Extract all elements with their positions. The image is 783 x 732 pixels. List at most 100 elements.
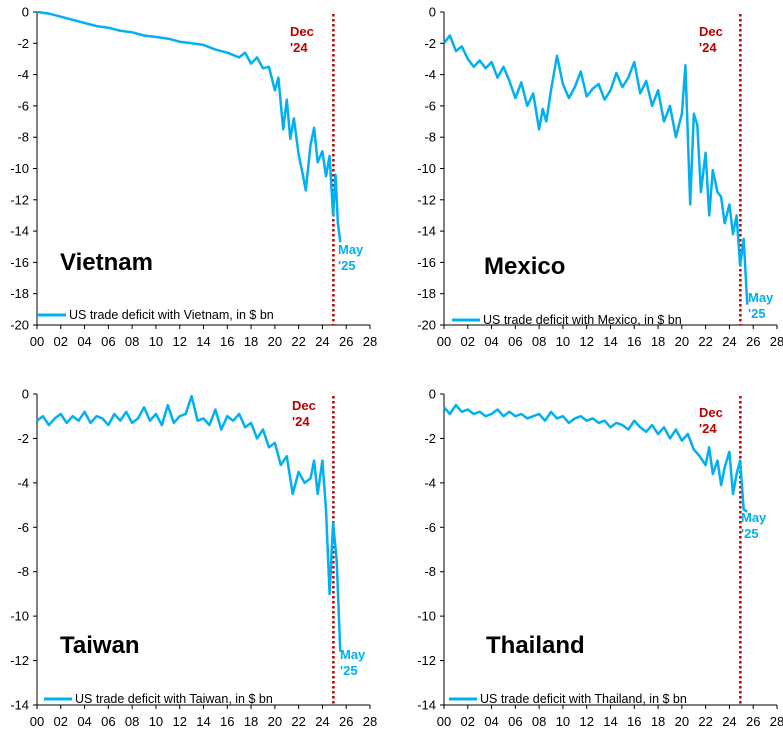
x-tick-label: 10	[556, 334, 570, 349]
dec-24-label-line: Dec	[699, 405, 723, 420]
x-tick-label: 26	[746, 714, 760, 729]
may-25-label: May '25	[748, 290, 774, 321]
may-25-label-line: May	[338, 242, 364, 257]
x-tick-label: 24	[315, 714, 329, 729]
x-tick-label: 02	[54, 334, 68, 349]
x-tick-label: 06	[101, 714, 115, 729]
y-tick-label: -6	[17, 520, 29, 535]
x-tick-label: 02	[54, 714, 68, 729]
x-tick-label: 08	[125, 714, 139, 729]
may-25-label-line: '25	[741, 526, 759, 541]
may-25-label-line: '25	[338, 258, 356, 273]
may-25-label-line: May	[748, 290, 774, 305]
x-tick-label: 02	[461, 334, 475, 349]
x-tick-label: 22	[698, 714, 712, 729]
x-tick-label: 10	[149, 714, 163, 729]
y-tick-label: -14	[417, 698, 436, 713]
y-tick-label: -8	[424, 130, 436, 145]
x-tick-label: 04	[484, 714, 498, 729]
dec-24-label-line: '24	[699, 421, 717, 436]
x-tick-label: 20	[268, 334, 282, 349]
legend-label: US trade deficit with Taiwan, in $ bn	[75, 692, 273, 706]
x-tick-label: 26	[746, 334, 760, 349]
x-tick-label: 28	[363, 714, 377, 729]
y-tick-label: -8	[17, 130, 29, 145]
country-title: Thailand	[486, 632, 585, 659]
x-tick-label: 04	[77, 334, 91, 349]
may-25-label-line: '25	[340, 663, 358, 678]
y-tick-label: -20	[10, 318, 29, 333]
y-tick-label: -4	[424, 475, 436, 490]
y-tick-label: -10	[417, 609, 436, 624]
x-tick-label: 16	[220, 334, 234, 349]
x-tick-label: 16	[627, 334, 641, 349]
dec-24-label-line: '24	[699, 40, 717, 55]
x-tick-label: 06	[508, 334, 522, 349]
x-tick-label: 24	[722, 714, 736, 729]
y-tick-label: -6	[424, 520, 436, 535]
legend-label: US trade deficit with Thailand, in $ bn	[480, 692, 687, 706]
may-25-label-line: '25	[748, 306, 766, 321]
x-tick-label: 04	[77, 714, 91, 729]
x-tick-label: 18	[244, 334, 258, 349]
x-tick-label: 14	[196, 714, 210, 729]
y-tick-label: -8	[17, 564, 29, 579]
x-tick-label: 08	[125, 334, 139, 349]
x-tick-label: 10	[149, 334, 163, 349]
x-tick-label: 00	[30, 714, 44, 729]
may-25-label-line: May	[340, 647, 366, 662]
y-tick-label: -4	[424, 67, 436, 82]
dec-24-label-line: Dec	[290, 24, 314, 39]
series-line	[443, 403, 748, 513]
x-tick-label: 08	[532, 334, 546, 349]
series-line	[443, 34, 749, 305]
y-tick-label: -14	[417, 224, 436, 239]
y-tick-label: -18	[417, 286, 436, 301]
x-tick-label: 24	[315, 334, 329, 349]
dec-24-label-line: Dec	[699, 24, 723, 39]
y-tick-label: -12	[417, 653, 436, 668]
x-tick-label: 16	[220, 714, 234, 729]
x-tick-label: 10	[556, 714, 570, 729]
x-tick-label: 06	[508, 714, 522, 729]
country-title: Taiwan	[60, 632, 140, 659]
dec-24-label: Dec '24	[699, 405, 723, 436]
x-tick-label: 14	[603, 714, 617, 729]
x-tick-label: 26	[339, 714, 353, 729]
legend-label: US trade deficit with Mexico, in $ bn	[483, 313, 682, 327]
x-tick-label: 00	[30, 334, 44, 349]
y-tick-label: -10	[10, 161, 29, 176]
x-tick-label: 12	[579, 714, 593, 729]
x-tick-label: 12	[172, 334, 186, 349]
may-25-label: May '25	[338, 242, 364, 273]
x-tick-label: 00	[437, 714, 451, 729]
y-tick-label: -12	[10, 192, 29, 207]
x-tick-label: 22	[291, 714, 305, 729]
y-tick-label: -14	[10, 698, 29, 713]
x-tick-label: 28	[363, 334, 377, 349]
x-tick-label: 02	[461, 714, 475, 729]
may-25-label: May '25	[340, 647, 366, 678]
x-tick-label: 14	[196, 334, 210, 349]
x-tick-label: 24	[722, 334, 736, 349]
y-tick-label: -20	[417, 318, 436, 333]
y-tick-label: -2	[17, 431, 29, 446]
x-tick-label: 22	[291, 334, 305, 349]
y-tick-label: 0	[429, 387, 436, 402]
x-tick-label: 20	[675, 334, 689, 349]
y-tick-label: 0	[429, 5, 436, 20]
y-tick-label: -10	[10, 609, 29, 624]
x-tick-label: 18	[651, 334, 665, 349]
y-tick-label: -4	[17, 475, 29, 490]
may-25-label: May '25	[741, 510, 767, 541]
y-tick-label: -12	[417, 192, 436, 207]
y-tick-label: -16	[417, 255, 436, 270]
x-tick-label: 20	[675, 714, 689, 729]
y-tick-label: -2	[424, 431, 436, 446]
x-tick-label: 28	[770, 714, 783, 729]
country-title: Vietnam	[60, 249, 153, 276]
y-tick-label: 0	[22, 387, 29, 402]
x-tick-label: 00	[437, 334, 451, 349]
